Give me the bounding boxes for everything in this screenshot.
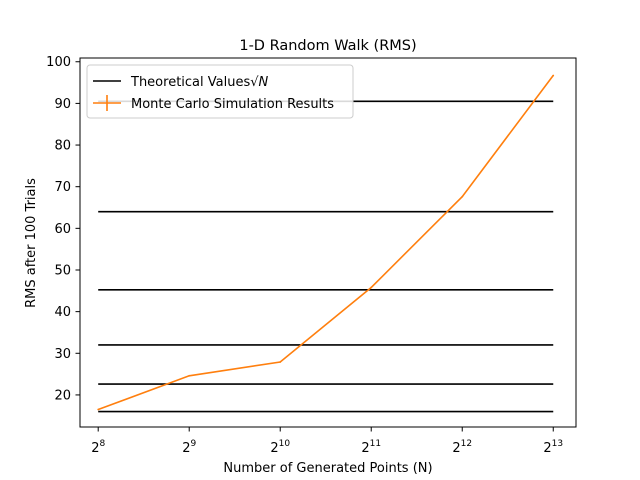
chart-title: 1-D Random Walk (RMS) xyxy=(239,38,416,54)
y-tick-label-3: 50 xyxy=(54,263,71,278)
simulation-line xyxy=(97,75,554,411)
y-tick-label-1: 30 xyxy=(54,347,71,362)
y-axis-label: RMS after 100 Trials xyxy=(24,178,39,308)
x-axis-label: Number of Generated Points (N) xyxy=(223,461,432,476)
simulation-point-4 xyxy=(461,195,464,198)
simulation-point-0 xyxy=(97,408,100,411)
simulation-series xyxy=(97,74,555,411)
y-tick-label-0: 20 xyxy=(54,388,71,403)
legend-theory-label: Theoretical Values√N xyxy=(130,75,269,90)
legend: Theoretical Values√N Monte Carlo Simulat… xyxy=(86,64,354,119)
x-tick-label-0: 28 xyxy=(91,439,105,456)
plot-frame xyxy=(79,57,577,428)
x-tick-label-2: 210 xyxy=(270,439,290,456)
x-tick-label-4: 212 xyxy=(452,439,472,456)
simulation-point-2 xyxy=(279,361,282,363)
plot-area xyxy=(79,57,577,428)
x-tick-label-3: 211 xyxy=(361,439,381,456)
simulation-point-5 xyxy=(552,74,555,77)
y-tick-label-2: 40 xyxy=(54,305,71,320)
y-tick-label-5: 70 xyxy=(54,180,71,195)
y-axis-ticks: 20 30 40 50 60 70 80 90 100 xyxy=(46,55,80,403)
y-tick-label-4: 60 xyxy=(54,222,71,237)
x-tick-label-5: 213 xyxy=(543,439,563,456)
theoretical-lines xyxy=(98,100,554,413)
legend-simulation-label: Monte Carlo Simulation Results xyxy=(131,97,334,112)
simulation-point-1 xyxy=(188,374,191,377)
x-axis-ticks: 28 29 210 211 212 213 xyxy=(91,427,563,456)
y-tick-label-7: 90 xyxy=(54,97,71,112)
y-tick-label-6: 80 xyxy=(54,139,71,154)
simulation-point-3 xyxy=(370,286,373,289)
legend-box xyxy=(86,64,354,119)
y-tick-label-8: 100 xyxy=(46,55,71,70)
x-tick-label-1: 29 xyxy=(182,439,196,456)
